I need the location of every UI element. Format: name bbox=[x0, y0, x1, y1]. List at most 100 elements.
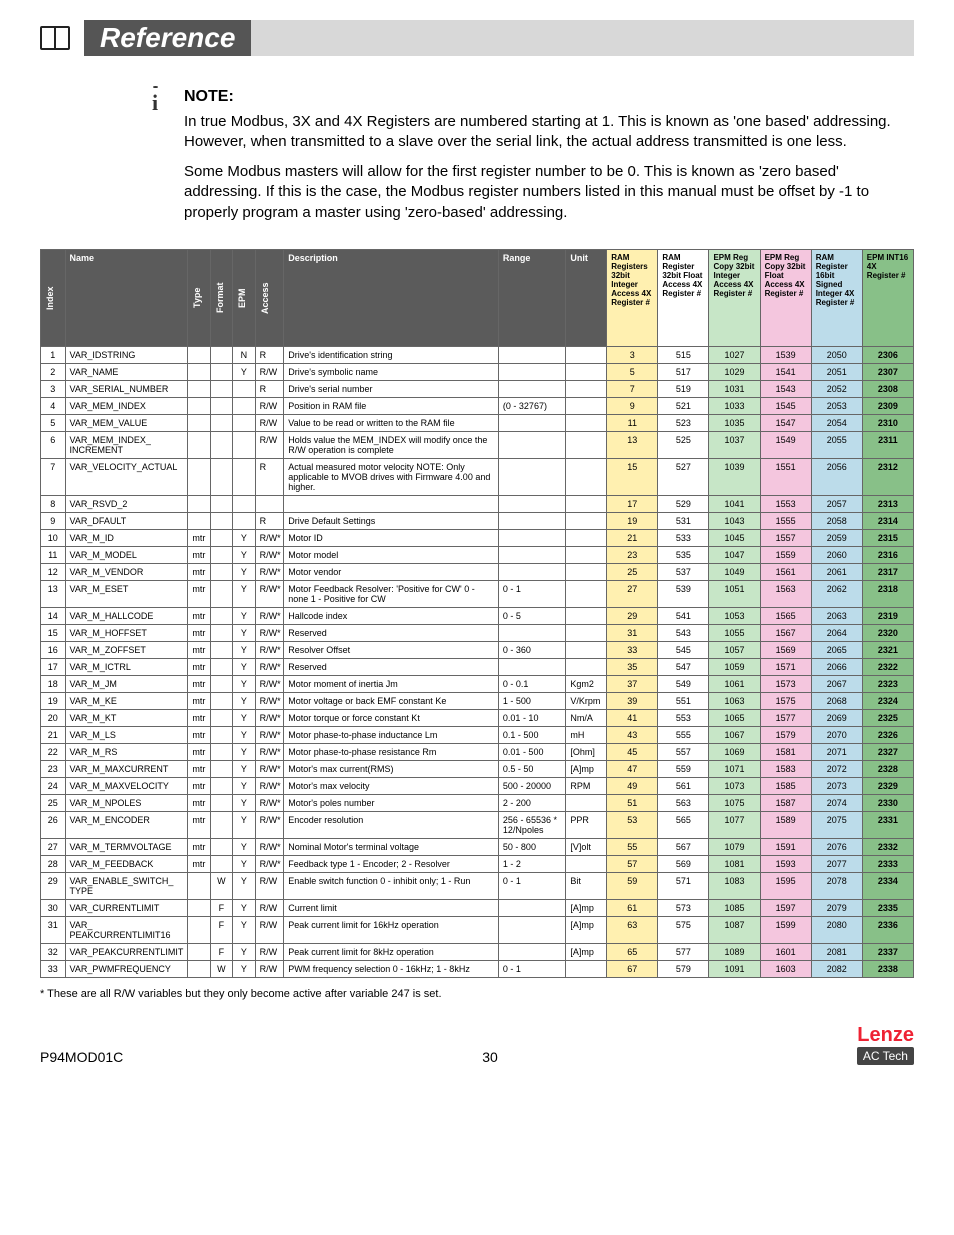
cell: Bit bbox=[566, 872, 607, 899]
cell: R/W bbox=[255, 899, 284, 916]
cell bbox=[210, 855, 232, 872]
cell bbox=[498, 624, 565, 641]
cell bbox=[210, 777, 232, 794]
cell: 2052 bbox=[811, 380, 862, 397]
cell: VAR_ENABLE_SWITCH_ TYPE bbox=[65, 872, 188, 899]
cell: 31 bbox=[607, 624, 658, 641]
cell: Y bbox=[233, 529, 255, 546]
cell: Y bbox=[233, 709, 255, 726]
cell: 2064 bbox=[811, 624, 862, 641]
cell: R/W* bbox=[255, 580, 284, 607]
cell: 3 bbox=[607, 346, 658, 363]
cell: 1027 bbox=[709, 346, 760, 363]
cell: mtr bbox=[188, 675, 210, 692]
cell: 2308 bbox=[862, 380, 913, 397]
cell: VAR_M_ENCODER bbox=[65, 811, 188, 838]
cell: 7 bbox=[41, 458, 66, 495]
cell: 13 bbox=[607, 431, 658, 458]
cell: mtr bbox=[188, 658, 210, 675]
cell: VAR_RSVD_2 bbox=[65, 495, 188, 512]
cell: Y bbox=[233, 607, 255, 624]
note-p1: In true Modbus, 3X and 4X Registers are … bbox=[184, 112, 914, 153]
table-row: 27VAR_M_TERMVOLTAGEmtrYR/W*Nominal Motor… bbox=[41, 838, 914, 855]
cell: 1029 bbox=[709, 363, 760, 380]
cell: 20 bbox=[41, 709, 66, 726]
cell: 1037 bbox=[709, 431, 760, 458]
cell bbox=[284, 495, 499, 512]
cell: VAR_MEM_INDEX_ INCREMENT bbox=[65, 431, 188, 458]
cell bbox=[210, 431, 232, 458]
cell: VAR_M_KE bbox=[65, 692, 188, 709]
table-row: 12VAR_M_VENDORmtrYR/W*Motor vendor255371… bbox=[41, 563, 914, 580]
cell: mtr bbox=[188, 794, 210, 811]
cell: R bbox=[255, 512, 284, 529]
cell: 1549 bbox=[760, 431, 811, 458]
cell: 17 bbox=[607, 495, 658, 512]
cell: 1589 bbox=[760, 811, 811, 838]
doc-id: P94MOD01C bbox=[40, 1049, 123, 1065]
cell bbox=[498, 546, 565, 563]
table-row: 17VAR_M_ICTRLmtrYR/W*Reserved35547105915… bbox=[41, 658, 914, 675]
cell: 1043 bbox=[709, 512, 760, 529]
cell: 33 bbox=[607, 641, 658, 658]
cell: 1 - 500 bbox=[498, 692, 565, 709]
cell: 545 bbox=[658, 641, 709, 658]
cell: 59 bbox=[607, 872, 658, 899]
cell: Nominal Motor's terminal voltage bbox=[284, 838, 499, 855]
cell: Hallcode index bbox=[284, 607, 499, 624]
cell: 61 bbox=[607, 899, 658, 916]
cell: R/W bbox=[255, 431, 284, 458]
page-number: 30 bbox=[482, 1049, 498, 1065]
cell: N bbox=[233, 346, 255, 363]
cell: Motor's max velocity bbox=[284, 777, 499, 794]
cell: 0.01 - 10 bbox=[498, 709, 565, 726]
table-row: 2VAR_NAMEYR/WDrive's symbolic name551710… bbox=[41, 363, 914, 380]
cell: Y bbox=[233, 580, 255, 607]
cell: Motor Feedback Resolver: 'Positive for C… bbox=[284, 580, 499, 607]
cell: Current limit bbox=[284, 899, 499, 916]
cell: VAR_CURRENTLIMIT bbox=[65, 899, 188, 916]
footnote: * These are all R/W variables but they o… bbox=[40, 988, 914, 1000]
cell: 19 bbox=[41, 692, 66, 709]
cell: 575 bbox=[658, 916, 709, 943]
cell: 2073 bbox=[811, 777, 862, 794]
cell: 2330 bbox=[862, 794, 913, 811]
cell bbox=[188, 943, 210, 960]
cell: 557 bbox=[658, 743, 709, 760]
cell: 39 bbox=[607, 692, 658, 709]
cell: F bbox=[210, 943, 232, 960]
table-row: 15VAR_M_HOFFSETmtrYR/W*Reserved315431055… bbox=[41, 624, 914, 641]
cell: VAR_M_ICTRL bbox=[65, 658, 188, 675]
cell bbox=[498, 658, 565, 675]
cell: W bbox=[210, 872, 232, 899]
cell: [A]mp bbox=[566, 760, 607, 777]
cell: 3 bbox=[41, 380, 66, 397]
cell bbox=[498, 529, 565, 546]
cell bbox=[188, 414, 210, 431]
cell bbox=[210, 811, 232, 838]
col-unit: Unit bbox=[566, 249, 607, 346]
note-text: NOTE: In true Modbus, 3X and 4X Register… bbox=[184, 86, 914, 233]
cell bbox=[233, 397, 255, 414]
brand-name: Lenze bbox=[857, 1024, 914, 1047]
cell bbox=[566, 529, 607, 546]
cell bbox=[188, 872, 210, 899]
cell: VAR_MEM_INDEX bbox=[65, 397, 188, 414]
cell: Peak current limit for 8kHz operation bbox=[284, 943, 499, 960]
cell: 551 bbox=[658, 692, 709, 709]
cell: 63 bbox=[607, 916, 658, 943]
table-row: 11VAR_M_MODELmtrYR/W*Motor model23535104… bbox=[41, 546, 914, 563]
cell: VAR_SERIAL_NUMBER bbox=[65, 380, 188, 397]
cell: 1595 bbox=[760, 872, 811, 899]
cell: R/W bbox=[255, 414, 284, 431]
cell: 531 bbox=[658, 512, 709, 529]
cell: 2077 bbox=[811, 855, 862, 872]
cell: 2079 bbox=[811, 899, 862, 916]
cell: 2310 bbox=[862, 414, 913, 431]
cell: R/W* bbox=[255, 692, 284, 709]
cell: PWM frequency selection 0 - 16kHz; 1 - 8… bbox=[284, 960, 499, 977]
cell: VAR_PWMFREQUENCY bbox=[65, 960, 188, 977]
cell bbox=[210, 709, 232, 726]
cell: 1587 bbox=[760, 794, 811, 811]
cell bbox=[498, 380, 565, 397]
